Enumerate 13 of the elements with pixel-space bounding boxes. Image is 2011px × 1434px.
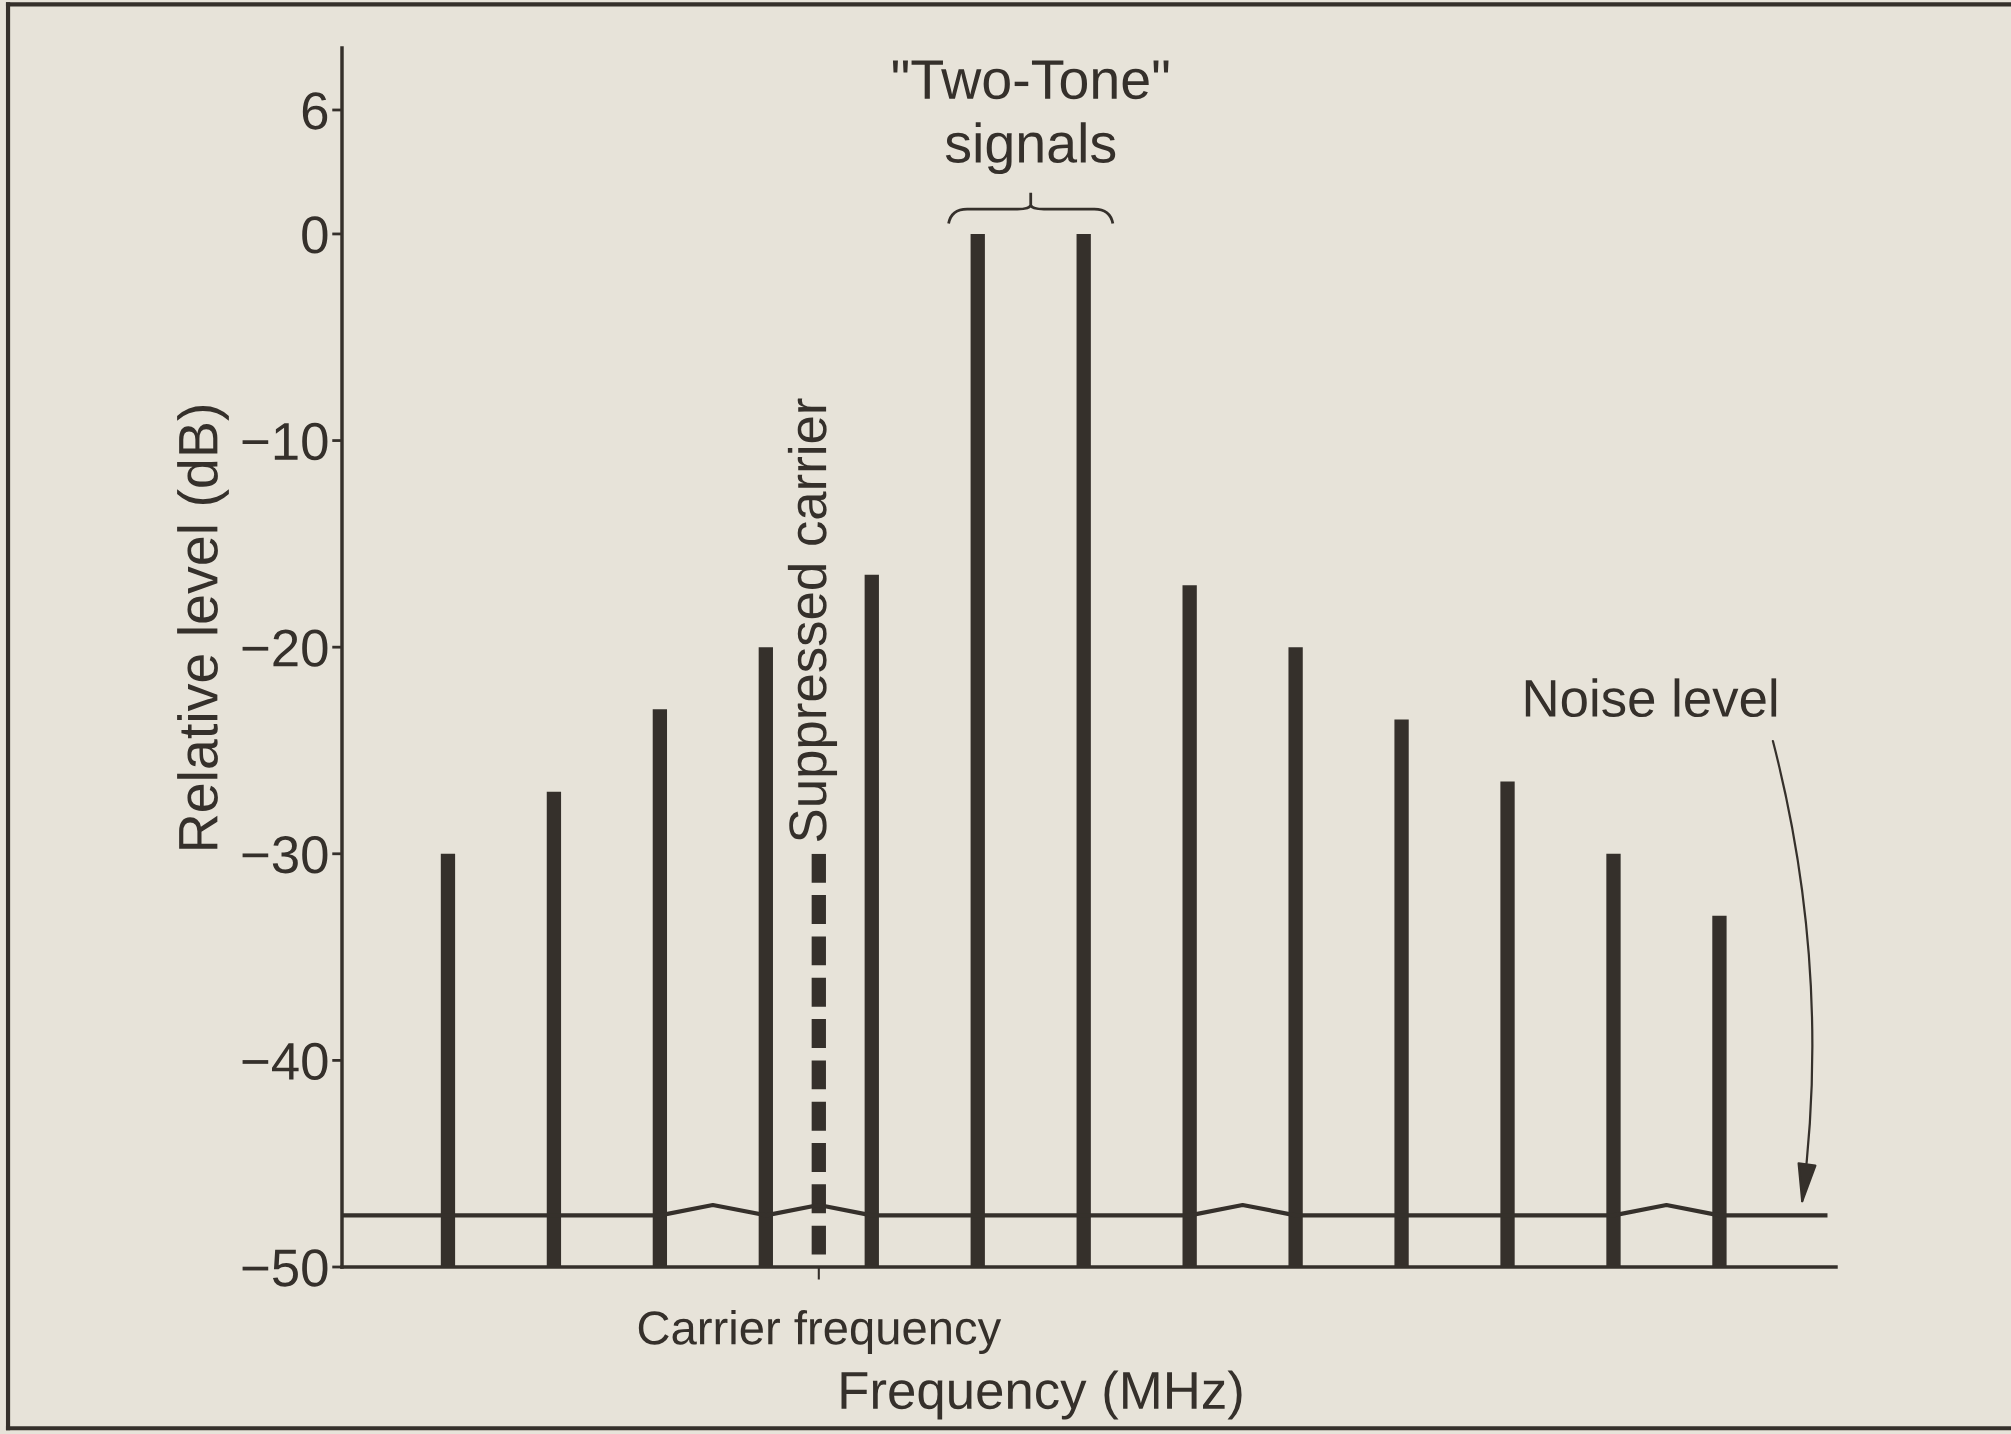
- text: Noise level: [1525, 678, 1777, 718]
- y-tick-label: −40: [242, 1042, 328, 1081]
- x-axis-title: Frequency (MHz): [841, 1370, 1242, 1420]
- y-tick-label: −50: [242, 1249, 328, 1287]
- x-tick-label: Carrier frequency: [638, 1310, 1002, 1355]
- y-tick-label: 6: [302, 92, 328, 130]
- y-tick-label: −20: [242, 629, 328, 667]
- y-axis-title: Relative level (dB): [177, 406, 229, 849]
- annotation: "Two-Tone" signals: [892, 60, 1169, 175]
- y-tick-label: 0: [302, 216, 328, 254]
- y-tick-label: −30: [242, 836, 328, 874]
- text: Suppressed carrier: [787, 398, 838, 842]
- y-tick-label: −10: [242, 422, 328, 461]
